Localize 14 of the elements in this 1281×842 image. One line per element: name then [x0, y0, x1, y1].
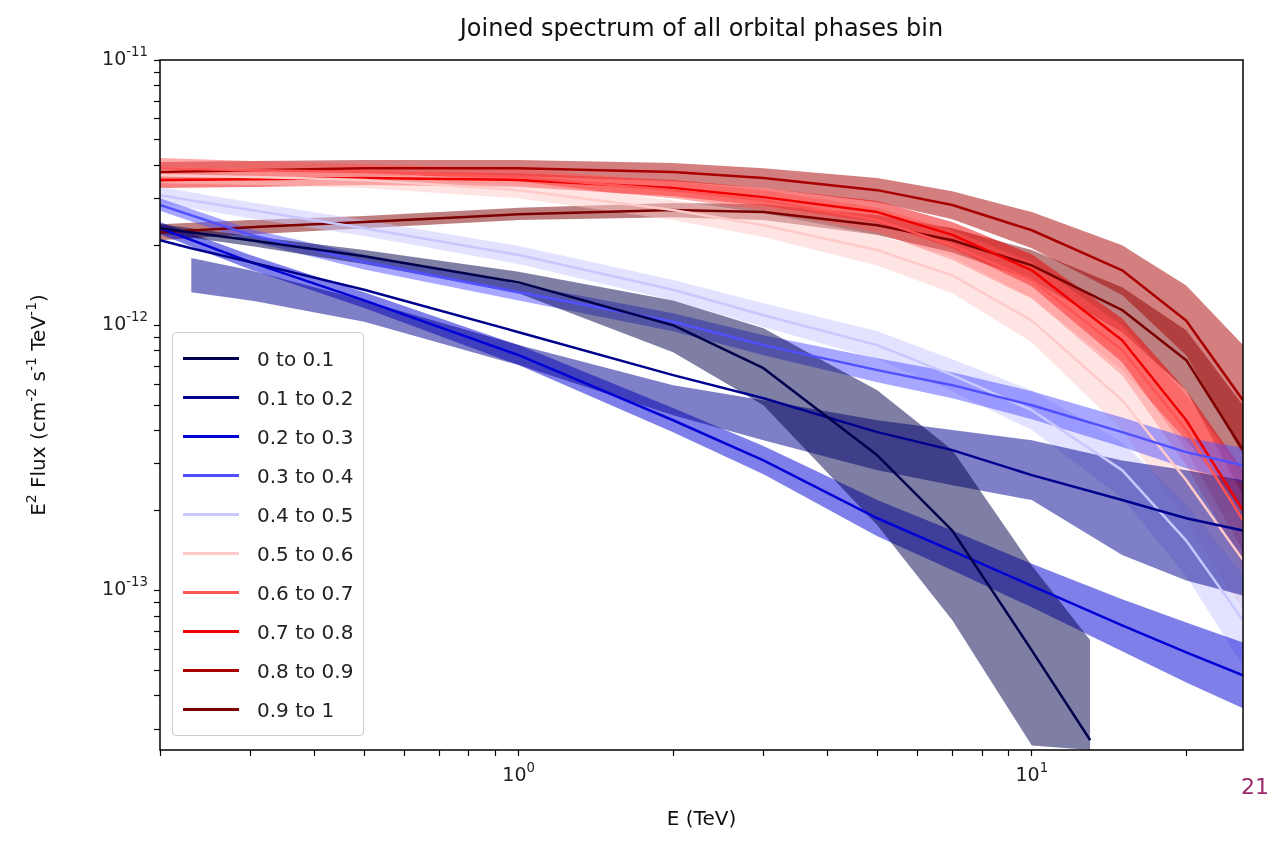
legend-label: 0.2 to 0.3: [257, 424, 354, 449]
legend-label: 0.3 to 0.4: [257, 463, 354, 488]
x-axis-title: E (TeV): [666, 806, 737, 831]
legend-label: 0.1 to 0.2: [257, 385, 354, 410]
legend-label: 0.7 to 0.8: [257, 619, 354, 644]
legend-label: 0.5 to 0.6: [257, 541, 354, 566]
legend-label: 0.6 to 0.7: [257, 580, 354, 605]
chart-title: Joined spectrum of all orbital phases bin: [457, 14, 944, 43]
text: E2 Flux (cm-2 s-1 TeV-1): [22, 294, 51, 516]
legend-label: 0.8 to 0.9: [257, 658, 354, 683]
legend-label: 0 to 0.1: [257, 346, 335, 371]
legend-label: 0.9 to 1: [257, 697, 335, 722]
legend-label: 0.4 to 0.5: [257, 502, 354, 527]
text: 21: [1241, 773, 1269, 799]
